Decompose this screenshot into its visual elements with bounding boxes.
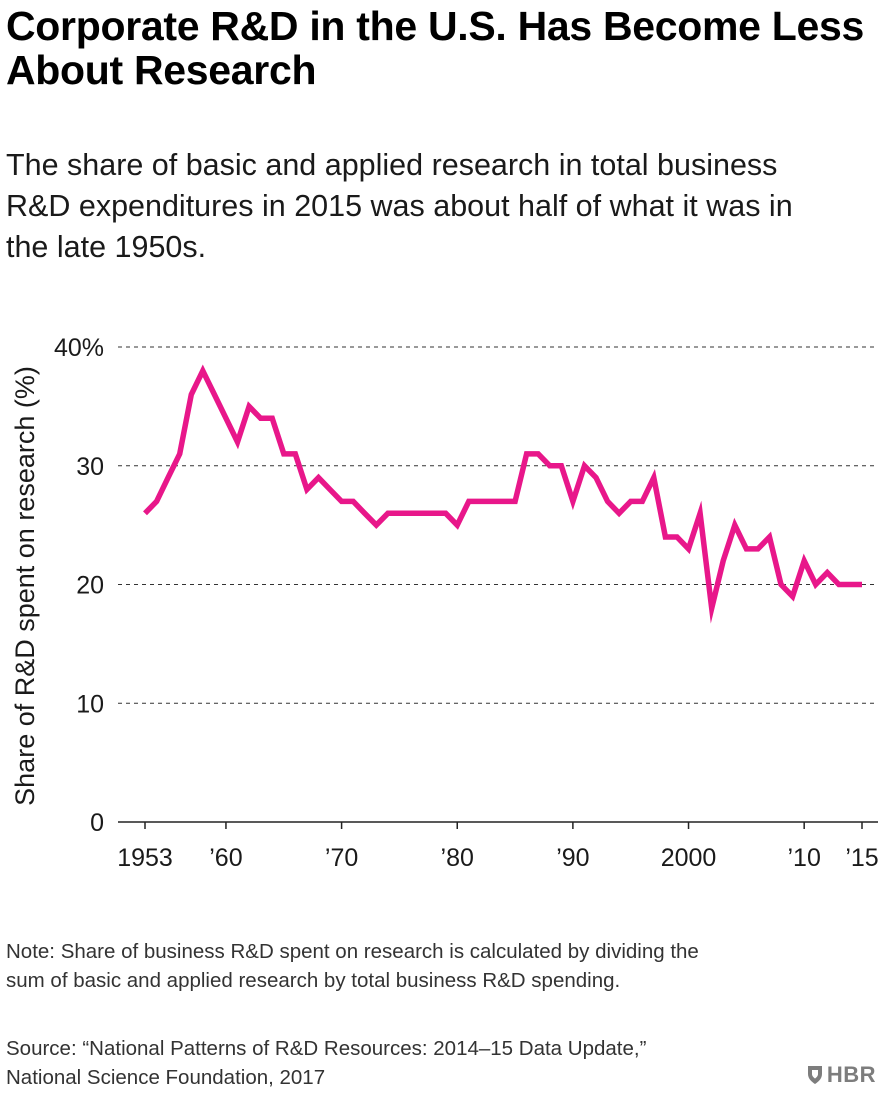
- y-tick-label: 10: [76, 690, 104, 718]
- y-tick-label: 30: [76, 453, 104, 481]
- x-tick-label: 1953: [117, 844, 173, 872]
- gridlines: [118, 346, 878, 704]
- y-tick-label: 20: [76, 572, 104, 600]
- source-credit: Source: “National Patterns of R&D Resour…: [6, 1037, 647, 1089]
- y-tick-label: 40%: [54, 334, 104, 362]
- line-chart: 0 10 20 30 40% 1953 ’60 ’70 ’80 ’90 2000 ’10 ’15 Sha…: [10, 334, 879, 872]
- footnote: Note: Share of business R&D spent on res…: [6, 940, 699, 992]
- x-tick-label: ’10: [787, 844, 820, 872]
- x-tick-label: ’60: [209, 844, 242, 872]
- shield-icon: [807, 1066, 822, 1084]
- x-tick-label: ’70: [325, 844, 358, 872]
- series: [143, 364, 862, 624]
- chart-subtitle: The share of basic and applied research …: [6, 148, 793, 264]
- chart-title: Corporate R&D in the U.S. Has Become Les…: [6, 3, 865, 93]
- y-axis-label: Share of R&D spent on research (%): [10, 366, 40, 806]
- x-tick-label: ’80: [441, 844, 474, 872]
- x-tick-label: ’90: [556, 844, 589, 872]
- x-tick-label: ’15: [845, 844, 878, 872]
- axes: 0 10 20 30 40% 1953 ’60 ’70 ’80 ’90 2000 ’10 ’15: [54, 334, 879, 872]
- logo-text: HBR: [826, 1062, 876, 1087]
- x-tick-label: 2000: [661, 844, 717, 872]
- y-tick-label: 0: [90, 809, 104, 837]
- series-line: [143, 364, 862, 624]
- hbr-logo: HBR: [807, 1062, 876, 1088]
